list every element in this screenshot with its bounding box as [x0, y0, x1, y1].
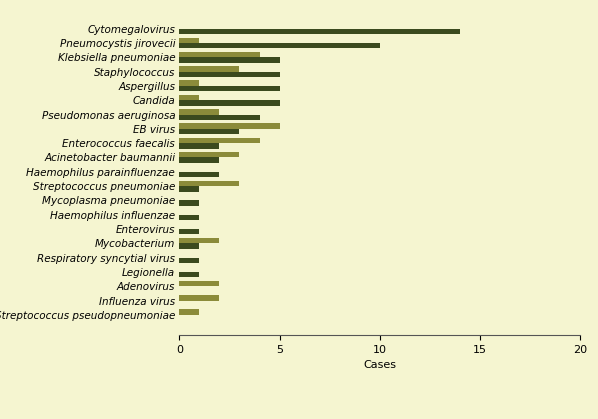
- Bar: [179, 28, 460, 34]
- Bar: [179, 181, 239, 186]
- Bar: [179, 109, 219, 114]
- Bar: [179, 238, 219, 243]
- Bar: [179, 215, 199, 220]
- Bar: [179, 124, 279, 129]
- Bar: [179, 66, 239, 72]
- Bar: [179, 100, 279, 106]
- Bar: [179, 152, 239, 158]
- Bar: [179, 243, 199, 249]
- X-axis label: Cases: Cases: [363, 360, 396, 370]
- Bar: [179, 295, 219, 300]
- Bar: [179, 114, 260, 120]
- Bar: [179, 52, 260, 57]
- Bar: [179, 258, 199, 263]
- Bar: [179, 43, 380, 49]
- Bar: [179, 229, 199, 235]
- Bar: [179, 38, 199, 43]
- Bar: [179, 143, 219, 149]
- Bar: [179, 310, 199, 315]
- Bar: [179, 95, 199, 100]
- Bar: [179, 72, 279, 77]
- Bar: [179, 172, 219, 177]
- Bar: [179, 80, 199, 86]
- Bar: [179, 138, 260, 143]
- Bar: [179, 57, 279, 63]
- Bar: [179, 186, 199, 191]
- Bar: [179, 129, 239, 134]
- Bar: [179, 158, 219, 163]
- Bar: [179, 200, 199, 206]
- Bar: [179, 281, 219, 286]
- Bar: [179, 272, 199, 277]
- Bar: [179, 86, 279, 91]
